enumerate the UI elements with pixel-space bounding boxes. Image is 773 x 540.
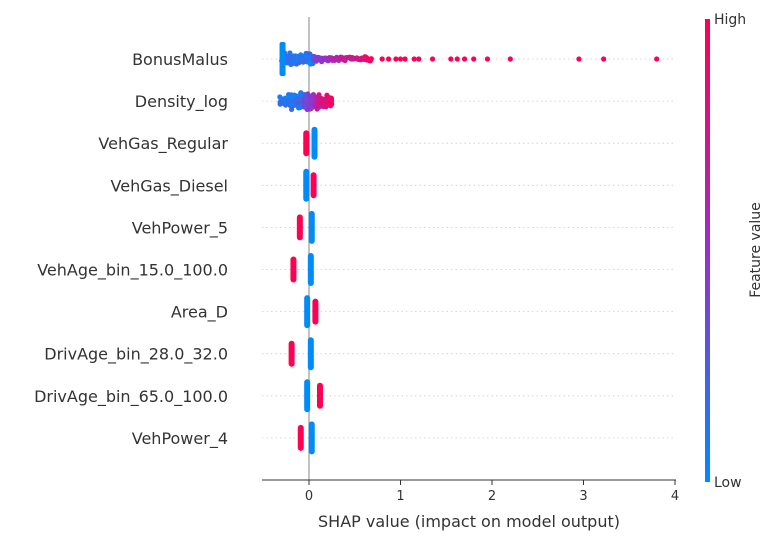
shap-point: [316, 93, 322, 99]
feature-label: Density_log: [135, 92, 228, 112]
shap-outlier-point: [402, 56, 408, 62]
shap-outlier-point: [601, 56, 607, 62]
shap-outlier-point: [386, 56, 392, 62]
shap-cluster: [304, 379, 311, 413]
feature-label: VehGas_Diesel: [111, 176, 228, 196]
shap-cluster: [308, 421, 315, 455]
shap-point: [313, 104, 319, 110]
feature-label: VehPower_4: [132, 429, 228, 449]
shap-point: [288, 106, 295, 113]
shap-point: [339, 55, 345, 61]
feature-label: Area_D: [171, 303, 228, 323]
x-tick-label: 0: [305, 489, 313, 504]
shap-point: [325, 100, 331, 106]
shap-cluster: [307, 253, 314, 286]
shap-point: [305, 102, 312, 108]
shap-cluster: [303, 168, 310, 202]
shap-outlier-point: [448, 56, 454, 62]
shap-point: [277, 99, 283, 105]
shap-outlier-point: [454, 56, 460, 62]
shap-outlier-point: [397, 56, 404, 62]
shap-point: [332, 55, 338, 62]
shap-outlier-point: [507, 56, 513, 62]
shap-point: [307, 60, 313, 67]
shap-outlier-point: [471, 56, 477, 62]
shap-point: [368, 56, 374, 62]
shap-point: [303, 97, 309, 103]
shap-outlier-point: [484, 56, 491, 62]
shap-outlier-point: [411, 56, 417, 62]
shap-point: [313, 56, 319, 63]
shap-point: [285, 56, 291, 62]
feature-label: DrivAge_bin_28.0_32.0: [44, 345, 228, 365]
shap-cluster: [307, 337, 314, 371]
shap-point: [308, 97, 315, 103]
x-tick-label: 1: [396, 489, 404, 504]
colorbar-high-label: High: [714, 12, 746, 28]
colorbar-title: Feature value: [748, 202, 764, 298]
shap-cluster: [311, 126, 318, 160]
shap-point: [300, 59, 306, 65]
shap-point: [360, 56, 367, 62]
shap-outlier-point: [379, 56, 385, 62]
feature-labels: BonusMalus Density_log VehGas_Regular VehGa…: [34, 50, 228, 449]
shap-point: [289, 102, 295, 108]
shap-outlier-point: [429, 56, 436, 62]
shap-cluster: [308, 210, 315, 244]
shap-point: [348, 55, 355, 61]
shap-point: [303, 54, 310, 60]
shap-cluster: [303, 130, 310, 157]
feature-label: VehAge_bin_15.0_100.0: [37, 261, 228, 281]
shap-cluster: [288, 340, 295, 367]
shap-point: [288, 94, 294, 100]
x-axis-title: SHAP value (impact on model output): [318, 512, 620, 531]
shap-point-stack: [279, 42, 286, 76]
shap-outlier-point: [416, 56, 422, 62]
shap-point: [298, 90, 304, 96]
shap-points: [277, 42, 660, 455]
shap-outlier-point: [654, 56, 660, 62]
shap-point: [290, 57, 296, 63]
colorbar: [705, 19, 710, 482]
shap-outlier-point: [576, 56, 582, 62]
colorbar-low-label: Low: [714, 475, 742, 491]
x-tick-label: 4: [671, 489, 679, 504]
shap-point: [322, 55, 328, 61]
x-tick-label: 2: [488, 489, 496, 504]
feature-label: BonusMalus: [132, 50, 228, 69]
feature-label: VehGas_Regular: [98, 134, 228, 154]
shap-point: [326, 96, 332, 102]
feature-label: DrivAge_bin_65.0_100.0: [34, 387, 228, 407]
feature-label: VehPower_5: [132, 218, 228, 238]
shap-cluster: [312, 298, 319, 325]
shap-outlier-point: [461, 56, 468, 62]
shap-cluster: [296, 214, 303, 241]
x-axis-ticks: 0 1 2 3 4: [305, 480, 679, 504]
shap-outlier-point: [393, 56, 399, 62]
shap-cluster: [316, 382, 323, 409]
shap-point: [319, 101, 325, 107]
shap-cluster: [290, 256, 297, 283]
shap-cluster: [297, 424, 304, 451]
x-tick-label: 3: [579, 489, 587, 504]
shap-point: [355, 56, 361, 62]
shap-cluster: [310, 172, 317, 199]
row-gridlines: [262, 58, 676, 439]
shap-cluster: [304, 295, 311, 329]
